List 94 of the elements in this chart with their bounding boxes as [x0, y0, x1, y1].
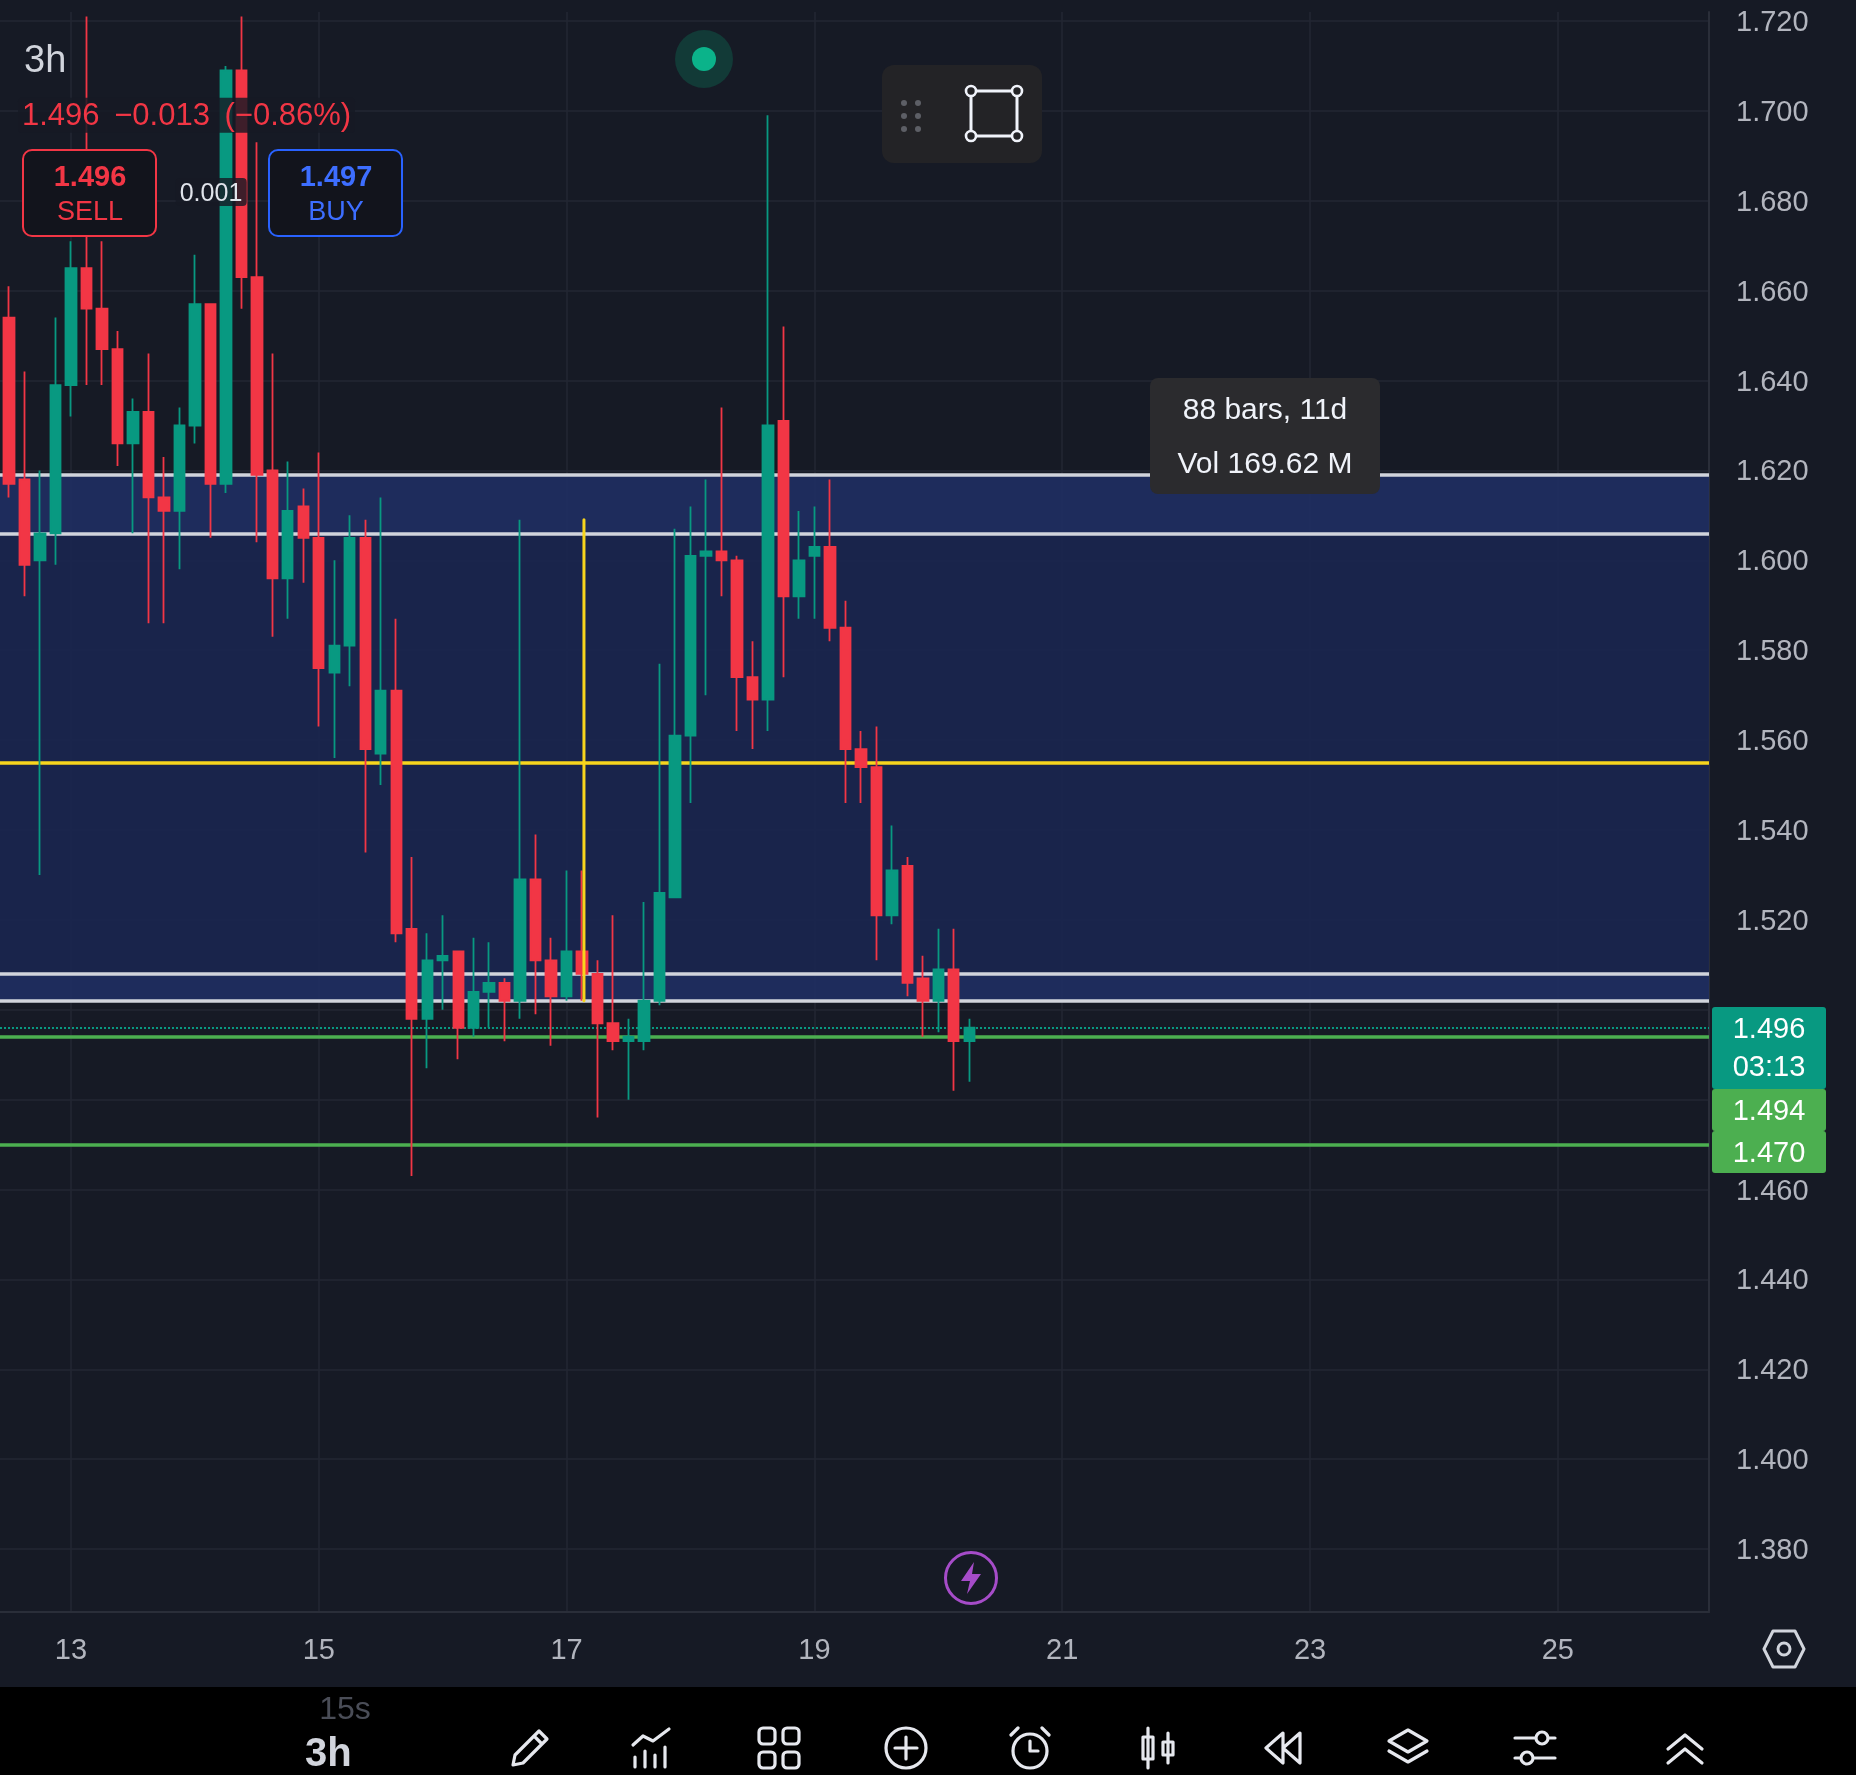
candlestick	[64, 240, 78, 418]
y-tick-label: 1.660	[1736, 274, 1809, 307]
y-tick-label: 1.720	[1736, 4, 1809, 37]
candlestick	[498, 977, 511, 1043]
candlestick	[49, 316, 62, 566]
candlestick	[653, 662, 666, 1007]
candlestick	[281, 460, 294, 620]
annotation: 1.497	[299, 159, 373, 193]
y-tick-label: 1.580	[1736, 634, 1809, 667]
text: 3h	[24, 37, 67, 81]
y-tick-label: 1.640	[1736, 364, 1809, 397]
y-tick-label: 1.520	[1736, 903, 1809, 936]
x-tick-label: 19	[798, 1632, 831, 1665]
candlestick	[870, 725, 883, 962]
candlestick	[2, 285, 16, 499]
candlestick	[390, 617, 403, 944]
candlestick	[839, 599, 852, 804]
candlestick	[730, 554, 744, 732]
candlestick	[823, 478, 837, 643]
candlestick	[885, 824, 899, 926]
candlestick	[18, 370, 31, 598]
x-tick-label: 23	[1293, 1632, 1327, 1665]
annotation: 1.496	[53, 159, 127, 193]
y-tick-label: 1.460	[1736, 1173, 1809, 1206]
candlestick	[746, 640, 759, 750]
x-tick-label: 21	[1046, 1632, 1079, 1665]
candlestick	[901, 856, 914, 998]
candlestick	[126, 397, 140, 535]
y-tick-label: 1.600	[1736, 544, 1809, 577]
annotation: SELL	[56, 195, 124, 227]
price-tag: 1.496 03:13	[1712, 1006, 1826, 1089]
candlestick	[266, 352, 279, 638]
candlestick	[312, 451, 325, 728]
candlestick	[854, 730, 868, 804]
y-tick-label: 1.700	[1736, 94, 1809, 127]
candlestick	[142, 352, 155, 625]
candlestick	[452, 950, 465, 1061]
candlestick	[684, 505, 697, 804]
candlestick	[111, 330, 124, 467]
candlestick	[204, 303, 217, 539]
candlestick	[947, 927, 960, 1092]
annotation: 0.001	[175, 178, 247, 206]
ref-line-label: 1.494	[1732, 1093, 1806, 1126]
ref-line-label: 1.470	[1732, 1135, 1806, 1168]
y-tick-label: 1.540	[1736, 813, 1809, 846]
sell-button: 1.496 SELL	[22, 149, 157, 237]
y-tick-label: 1.440	[1736, 1263, 1809, 1296]
candlestick	[529, 833, 542, 1016]
candlestick	[792, 509, 806, 620]
candlestick	[250, 141, 264, 544]
y-tick-label: 1.400	[1736, 1443, 1809, 1476]
candlestick	[343, 514, 356, 688]
candlestick	[188, 253, 202, 445]
x-tick-label: 13	[54, 1632, 88, 1665]
candlestick	[715, 406, 728, 598]
candlestick	[808, 505, 821, 620]
candlestick	[761, 114, 775, 732]
candlestick	[297, 487, 310, 584]
y-tick-label: 1.380	[1736, 1533, 1809, 1566]
candlestick	[374, 496, 387, 786]
price-tag: 1.470	[1712, 1130, 1826, 1173]
ref-line-label: 1.496	[1732, 1011, 1806, 1044]
annotation: BUY	[308, 195, 364, 227]
y-tick-label: 1.620	[1736, 454, 1809, 487]
candlestick	[405, 856, 418, 1177]
candlestick	[777, 325, 790, 679]
candlestick	[359, 518, 372, 854]
candlestick	[916, 954, 930, 1038]
candlestick	[668, 527, 682, 899]
annotation: 88 bars, 11d	[1182, 392, 1348, 426]
y-tick-label: 1.560	[1736, 724, 1809, 757]
x-tick-label: 25	[1541, 1632, 1574, 1665]
candlestick	[591, 959, 604, 1119]
candlestick	[173, 406, 186, 571]
x-tick-label: 15	[302, 1632, 335, 1665]
candlestick	[157, 456, 171, 625]
candlestick	[328, 559, 341, 759]
y-tick-label: 1.680	[1736, 184, 1809, 217]
measurement-tooltip: 88 bars, 11d Vol 169.62 M	[1150, 378, 1380, 494]
candlestick	[560, 869, 573, 1002]
text: 1.496 −0.013 (−0.86%)	[18, 96, 356, 133]
candlestick	[513, 518, 527, 1020]
x-tick-label: 17	[550, 1632, 583, 1665]
y-tick-label: 1.420	[1736, 1353, 1809, 1386]
buy-button: 1.497 BUY	[268, 149, 403, 237]
annotation: Vol 169.62 M	[1177, 446, 1353, 480]
candlestick	[606, 914, 620, 1052]
bottom-toolbar: 15s 3h	[0, 1687, 1856, 1775]
price-tag: 1.494	[1712, 1088, 1826, 1131]
candlestick	[699, 478, 713, 697]
candlestick	[33, 469, 47, 876]
candlestick	[544, 936, 558, 1047]
candlestick	[436, 914, 449, 1011]
candlestick	[95, 240, 109, 386]
